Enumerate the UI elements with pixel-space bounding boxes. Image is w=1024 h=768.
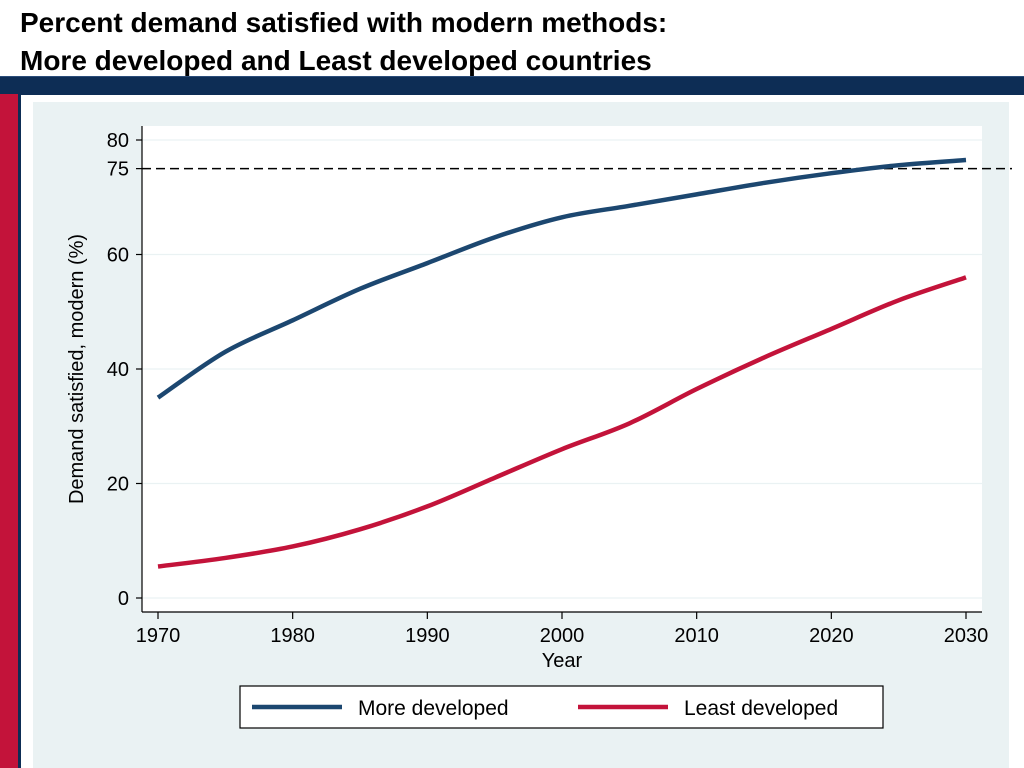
- legend: More developed Least developed: [239, 685, 884, 729]
- slide-title: Percent demand satisfied with modern met…: [20, 4, 667, 80]
- x-tick-label-1970: 1970: [136, 625, 181, 647]
- x-tick-label-1990: 1990: [405, 625, 450, 647]
- y-axis-ticks: 0 20 40 60 75 80: [107, 130, 142, 610]
- series-line-more-developed: [156, 157, 967, 400]
- y-tick-label-75: 75: [107, 159, 129, 181]
- legend-label-more-developed: More developed: [358, 697, 509, 720]
- x-tick-label-2020: 2020: [809, 625, 854, 647]
- y-tick-label-0: 0: [118, 588, 129, 610]
- x-axis-ticks: 1970 1980 1990 2000 2010 2020 2030: [136, 612, 989, 647]
- left-accent-bar: [0, 94, 18, 768]
- y-axis-title: Demand satisfied, modern (%): [66, 234, 88, 504]
- slide-title-line-1: Percent demand satisfied with modern met…: [20, 7, 668, 38]
- series-line-least-developed: [157, 275, 967, 569]
- legend-label-least-developed: Least developed: [684, 697, 838, 720]
- left-accent-edge: [18, 94, 21, 768]
- legend-box: [239, 685, 884, 729]
- x-axis-title: Year: [542, 650, 583, 672]
- x-tick-label-2000: 2000: [540, 625, 585, 647]
- y-tick-label-60: 60: [107, 245, 129, 267]
- gridlines: [142, 139, 982, 599]
- x-tick-label-2030: 2030: [944, 625, 989, 647]
- header-band: [0, 76, 1024, 95]
- y-tick-label-80: 80: [107, 130, 129, 152]
- y-tick-label-40: 40: [107, 359, 129, 381]
- x-tick-label-2010: 2010: [674, 625, 719, 647]
- x-tick-label-1980: 1980: [270, 625, 315, 647]
- series-lines: [156, 157, 967, 569]
- y-tick-label-20: 20: [107, 474, 129, 496]
- slide-title-line-2: More developed and Least developed count…: [20, 45, 652, 76]
